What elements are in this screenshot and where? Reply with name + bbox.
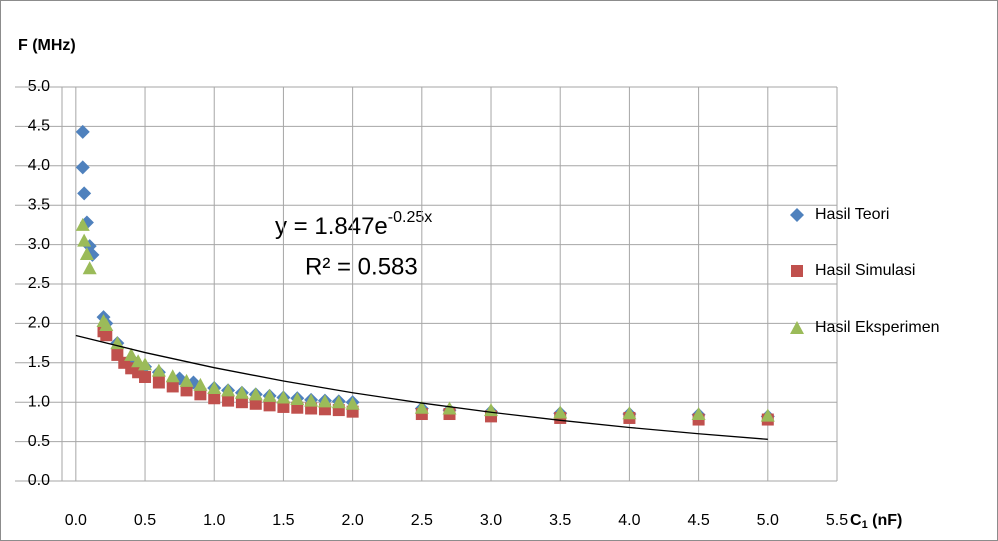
marker-triangle: [82, 261, 97, 275]
y-tick-label: 0.0: [28, 472, 50, 489]
marker-triangle: [99, 317, 114, 331]
marker-triangle: [622, 406, 637, 420]
marker-triangle: [276, 390, 291, 404]
marker-triangle: [442, 401, 457, 415]
marker-triangle: [304, 393, 319, 407]
marker-square: [194, 388, 207, 401]
marker-square: [235, 396, 248, 409]
x-tick-label: 2.0: [342, 512, 364, 529]
marker-triangle: [248, 387, 263, 401]
marker-square: [222, 394, 235, 407]
marker-triangle: [138, 357, 153, 371]
marker-square: [263, 399, 276, 412]
x-tick-label: 4.5: [687, 512, 709, 529]
marker-triangle: [414, 400, 429, 414]
x-axis-title: C1 (nF): [850, 512, 902, 531]
marker-triangle: [179, 373, 194, 387]
y-tick-label: 2.5: [28, 275, 50, 292]
marker-triangle: [110, 336, 125, 350]
marker-triangle: [345, 396, 360, 410]
y-tick-label: 4.0: [28, 157, 50, 174]
marker-triangle: [331, 395, 346, 409]
x-tick-label: 1.5: [272, 512, 294, 529]
trend-equation: y = 1.847e-0.25x: [275, 209, 432, 240]
marker-square: [100, 329, 113, 342]
x-tick-label: 0.0: [65, 512, 87, 529]
marker-triangle: [207, 381, 222, 395]
marker-diamond: [790, 208, 804, 222]
marker-triangle: [79, 247, 94, 261]
marker-triangle: [234, 385, 249, 399]
x-tick-label: 5.5: [826, 512, 848, 529]
y-tick-label: 1.0: [28, 393, 50, 410]
legend-label: Hasil Eksperimen: [815, 319, 939, 336]
x-tick-label: 0.5: [134, 512, 156, 529]
marker-square: [180, 384, 193, 397]
marker-triangle: [760, 408, 775, 422]
legend-label: Hasil Teori: [815, 206, 889, 223]
marker-diamond: [75, 124, 90, 139]
marker-triangle: [290, 392, 305, 406]
y-tick-label: 3.5: [28, 196, 50, 213]
legend-label: Hasil Simulasi: [815, 262, 915, 279]
marker-triangle: [124, 347, 139, 361]
y-axis-title: F (MHz): [18, 37, 76, 54]
marker-square: [791, 265, 803, 277]
marker-triangle: [221, 383, 236, 397]
marker-square: [139, 370, 152, 383]
marker-square: [277, 400, 290, 413]
marker-triangle: [790, 321, 804, 334]
marker-square: [249, 397, 262, 410]
y-tick-label: 2.0: [28, 315, 50, 332]
y-tick-label: 5.0: [28, 78, 50, 95]
marker-diamond: [77, 186, 92, 201]
marker-triangle: [165, 369, 180, 383]
marker-triangle: [691, 407, 706, 421]
marker-triangle: [193, 377, 208, 391]
trendline: [75, 334, 768, 440]
marker-triangle: [75, 217, 90, 231]
marker-triangle: [317, 394, 332, 408]
marker-triangle: [151, 363, 166, 377]
x-tick-label: 1.0: [203, 512, 225, 529]
x-tick-label: 2.5: [411, 512, 433, 529]
y-tick-label: 1.5: [28, 354, 50, 371]
marker-diamond: [75, 160, 90, 175]
y-tick-label: 4.5: [28, 118, 50, 135]
marker-triangle: [262, 388, 277, 402]
marker-square: [152, 376, 165, 389]
y-tick-label: 3.0: [28, 236, 50, 253]
x-tick-label: 3.0: [480, 512, 502, 529]
x-tick-label: 4.0: [618, 512, 640, 529]
x-tick-label: 3.5: [549, 512, 571, 529]
x-tick-label: 5.0: [757, 512, 779, 529]
marker-triangle: [77, 233, 92, 247]
marker-square: [208, 392, 221, 405]
trend-r2: R² = 0.583: [305, 253, 418, 280]
marker-square: [166, 380, 179, 393]
y-tick-label: 0.5: [28, 433, 50, 450]
marker-triangle: [553, 405, 568, 419]
